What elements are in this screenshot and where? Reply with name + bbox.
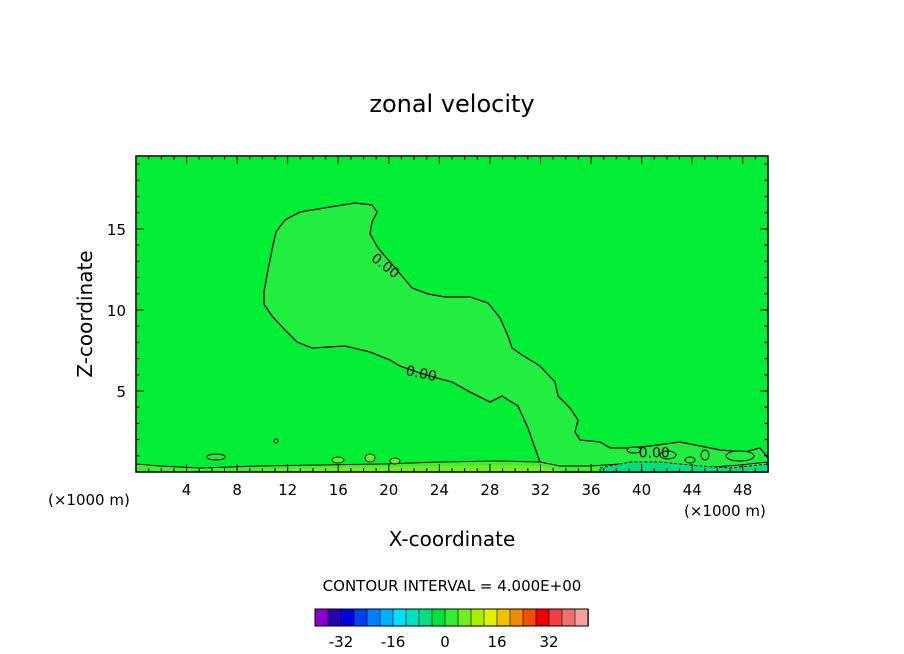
y-tick-label: 10 <box>107 302 126 320</box>
contour-label: 0.00 <box>404 363 438 385</box>
contour-label: 0.00 <box>639 445 670 461</box>
x-unit-right: (×1000 m) <box>684 502 766 520</box>
colorbar-swatch <box>418 608 433 627</box>
colorbar-labels: -32 -16 0 16 32 <box>329 633 559 651</box>
x-tick-label: 24 <box>430 481 449 499</box>
contour-surface-strip <box>260 465 560 472</box>
y-axis-title: Z-coordinate <box>73 250 97 377</box>
contour-interval-text: CONTOUR INTERVAL = 4.000E+00 <box>323 577 582 595</box>
y-axis-ticks: 5 10 15 <box>107 163 768 457</box>
colorbar <box>314 608 589 627</box>
contour-cell <box>700 449 710 461</box>
x-tick-label: 32 <box>531 481 550 499</box>
colorbar-swatch <box>340 608 355 627</box>
contour-cell <box>389 457 401 465</box>
colorbar-swatch <box>509 608 524 627</box>
colorbar-tick-label: -32 <box>329 633 354 651</box>
x-tick-label: 40 <box>632 481 651 499</box>
colorbar-swatch <box>470 608 485 627</box>
x-axis-ticks: 4 8 12 16 20 24 28 32 36 40 44 48 <box>148 156 756 499</box>
contour-cell <box>364 453 376 463</box>
colorbar-swatch <box>483 608 498 627</box>
plot-area: 0.000.000.00 4 8 12 16 20 24 28 32 36 40 44 48 5101… <box>107 155 769 499</box>
contour-cell <box>659 450 677 460</box>
x-tick-label: 48 <box>733 481 752 499</box>
y-tick-label: 5 <box>116 383 126 401</box>
colorbar-tick-label: 32 <box>539 633 558 651</box>
x-tick-label: 28 <box>480 481 499 499</box>
contour-region-main <box>263 202 769 473</box>
colorbar-swatch <box>522 608 537 627</box>
colorbar-frame <box>314 608 589 627</box>
colorbar-swatch <box>327 608 342 627</box>
x-tick-label: 4 <box>182 481 192 499</box>
colorbar-swatch <box>444 608 459 627</box>
colorbar-swatch <box>405 608 420 627</box>
x-axis-title: X-coordinate <box>389 527 516 551</box>
contour-cell <box>626 446 642 454</box>
colorbar-swatch <box>535 608 550 627</box>
x-tick-label: 44 <box>683 481 702 499</box>
chart-title: zonal velocity <box>369 90 534 118</box>
y-tick-label: 15 <box>107 221 126 239</box>
colorbar-swatch <box>574 608 589 627</box>
colorbar-swatch <box>496 608 511 627</box>
contour-cell <box>206 453 226 461</box>
contour-cell <box>273 438 279 444</box>
x-tick-label: 16 <box>329 481 348 499</box>
colorbar-swatch <box>561 608 576 627</box>
colorbar-swatch <box>379 608 394 627</box>
colorbar-swatch <box>548 608 563 627</box>
colorbar-swatch <box>392 608 407 627</box>
contour-cell <box>725 450 755 462</box>
x-tick-label: 8 <box>232 481 242 499</box>
colorbar-tick-label: -16 <box>381 633 406 651</box>
colorbar-swatch <box>353 608 368 627</box>
colorbar-swatch <box>431 608 446 627</box>
colorbar-swatch <box>457 608 472 627</box>
x-tick-label: 36 <box>581 481 600 499</box>
x-tick-label: 20 <box>379 481 398 499</box>
colorbar-tick-label: 16 <box>487 633 506 651</box>
contour-cell <box>331 456 345 464</box>
colorbar-tick-label: 0 <box>440 633 450 651</box>
x-tick-label: 12 <box>278 481 297 499</box>
colorbar-swatch <box>314 608 329 627</box>
x-unit-left: (×1000 m) <box>48 491 130 509</box>
contour-cell <box>684 456 696 464</box>
colorbar-swatch <box>366 608 381 627</box>
